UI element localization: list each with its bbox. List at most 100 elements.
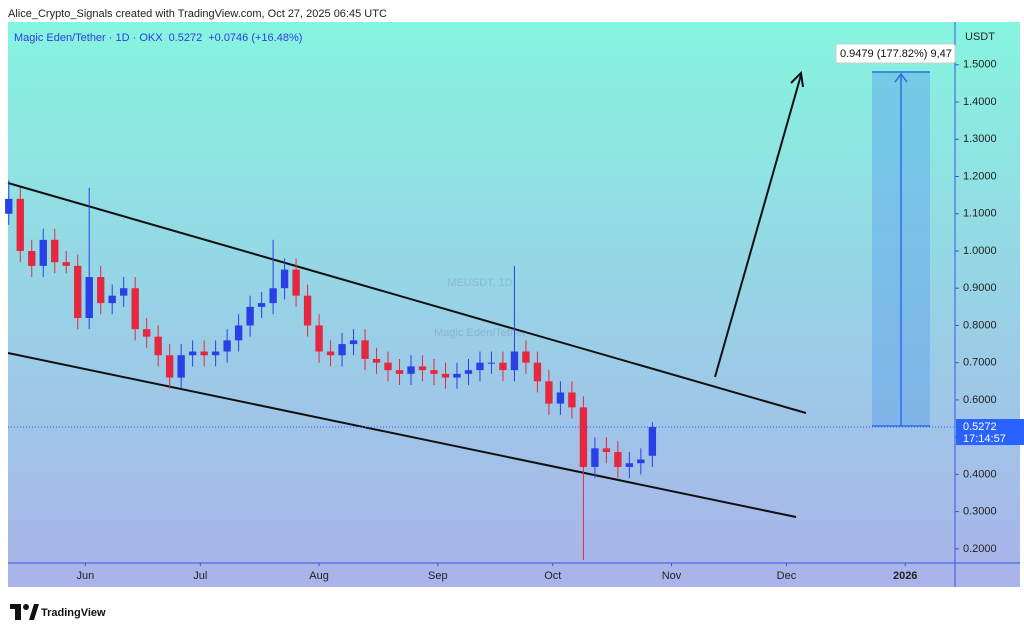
x-tick-label: Jun bbox=[77, 570, 95, 582]
candle-body bbox=[464, 370, 473, 374]
candle-body bbox=[39, 239, 47, 266]
candle-body bbox=[625, 463, 634, 467]
header-text: Alice_Crypto_Signals created with Tradin… bbox=[8, 8, 387, 20]
candle-body bbox=[545, 381, 553, 404]
last-price-label: 0.5272 bbox=[963, 421, 997, 433]
candle-body bbox=[384, 362, 392, 371]
candle-body bbox=[303, 295, 312, 326]
logo-part bbox=[23, 604, 29, 610]
candle-body bbox=[200, 351, 208, 356]
y-tick-label: 1.2000 bbox=[963, 170, 997, 182]
candle-body bbox=[510, 351, 519, 371]
x-tick-label: Jul bbox=[193, 570, 207, 582]
candle-body bbox=[522, 351, 530, 363]
candle-body bbox=[16, 198, 24, 251]
candle-body bbox=[395, 370, 404, 374]
candle-body bbox=[5, 198, 13, 214]
candle-body bbox=[556, 392, 565, 404]
candle-body bbox=[361, 340, 369, 359]
candle-body bbox=[326, 351, 335, 356]
candle-body bbox=[533, 362, 542, 382]
candle-body bbox=[568, 392, 576, 408]
candle-body bbox=[74, 265, 82, 319]
candle-body bbox=[165, 355, 174, 378]
y-tick-label: 0.8000 bbox=[963, 319, 997, 331]
candle-body bbox=[280, 269, 289, 289]
candle-body bbox=[211, 351, 220, 356]
candle-body bbox=[441, 373, 450, 378]
y-tick-label: 0.4000 bbox=[963, 468, 997, 480]
upper-trendline bbox=[7, 182, 807, 414]
logo-part bbox=[29, 604, 39, 620]
candle-body bbox=[62, 262, 70, 266]
y-tick-label: 0.6000 bbox=[963, 394, 997, 406]
x-tick-label: Aug bbox=[309, 570, 329, 582]
projection-arrow-head bbox=[790, 70, 804, 88]
candle-body bbox=[315, 325, 323, 352]
legend-symbol: Magic Eden/Tether · 1D · OKX bbox=[14, 32, 163, 44]
x-tick-label: Oct bbox=[544, 570, 561, 582]
candle-body bbox=[188, 351, 197, 356]
y-unit: USDT bbox=[965, 31, 995, 43]
candle-body bbox=[120, 288, 128, 296]
candle-body bbox=[637, 459, 645, 464]
y-tick-label: 1.3000 bbox=[963, 133, 997, 145]
candle-body bbox=[453, 373, 461, 378]
candle-body bbox=[579, 407, 588, 467]
y-tick-label: 1.4000 bbox=[963, 96, 997, 108]
y-tick-label: 0.9000 bbox=[963, 282, 997, 294]
logo-part bbox=[15, 604, 21, 620]
target-arrow-head bbox=[894, 72, 908, 83]
countdown-label: 17:14:57 bbox=[963, 433, 1006, 445]
candle-body bbox=[97, 277, 105, 304]
candle-body bbox=[85, 277, 93, 319]
x-tick-label: Sep bbox=[428, 570, 448, 582]
candle-body bbox=[476, 362, 484, 371]
candles bbox=[5, 180, 657, 561]
candle-body bbox=[499, 362, 507, 371]
last-price-tag bbox=[956, 419, 1024, 446]
projection-arrow bbox=[714, 74, 802, 378]
x-tick-label: 2026 bbox=[893, 570, 917, 582]
legend: Magic Eden/Tether · 1D · OKX 0.5272 +0.074… bbox=[14, 32, 302, 44]
candle-body bbox=[349, 340, 358, 345]
footer-brand: TradingView bbox=[41, 607, 106, 619]
candle-body bbox=[614, 452, 622, 467]
candle-body bbox=[51, 239, 59, 263]
watermark-subtitle: Magic Eden/Tether bbox=[434, 327, 526, 339]
candle-body bbox=[246, 306, 254, 326]
candle-body bbox=[487, 362, 496, 364]
y-tick-label: 1.0000 bbox=[963, 245, 997, 257]
candle-body bbox=[602, 448, 611, 453]
candle-body bbox=[372, 358, 381, 363]
legend-change: +0.0746 (+16.48%) bbox=[208, 32, 302, 44]
legend-price: 0.5272 bbox=[169, 32, 203, 44]
candle-body bbox=[418, 366, 427, 371]
candle-body bbox=[177, 355, 185, 378]
candle-body bbox=[108, 295, 116, 304]
y-tick-label: 0.7000 bbox=[963, 357, 997, 369]
candle-body bbox=[28, 250, 36, 266]
candle-body bbox=[234, 325, 243, 341]
candle-body bbox=[292, 269, 300, 296]
lower-trendline bbox=[7, 352, 797, 518]
candle-body bbox=[269, 288, 277, 304]
candle-body bbox=[223, 340, 231, 352]
x-tick-label: Nov bbox=[662, 570, 682, 582]
candle-body bbox=[407, 366, 415, 374]
candle-body bbox=[648, 427, 657, 456]
y-tick-label: 1.1000 bbox=[963, 208, 997, 220]
candle-body bbox=[143, 329, 151, 337]
y-tick-label: 0.3000 bbox=[963, 506, 997, 518]
candle-body bbox=[338, 344, 346, 356]
watermark: MEUSDT, 1D bbox=[447, 277, 512, 289]
candle-body bbox=[591, 448, 599, 467]
candle-body bbox=[430, 370, 438, 374]
candle-body bbox=[257, 303, 266, 307]
y-tick-label: 0.2000 bbox=[963, 543, 997, 555]
measure-label-box bbox=[835, 43, 956, 64]
candle-body bbox=[154, 336, 162, 356]
y-tick-label: 1.5000 bbox=[963, 59, 997, 71]
